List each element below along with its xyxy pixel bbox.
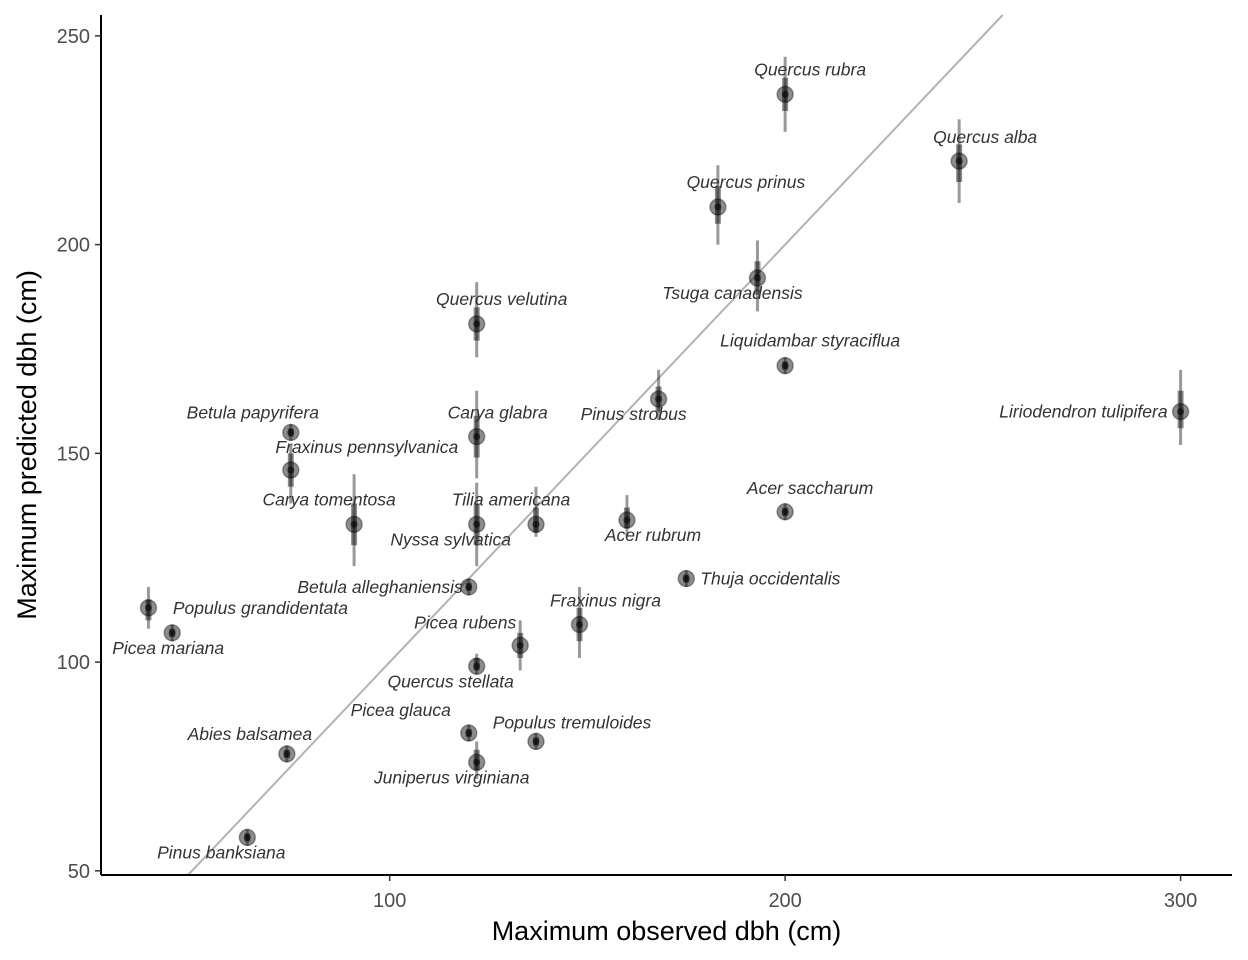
point-label: Nyssa sylvatica (390, 529, 511, 549)
data-point-core (781, 362, 789, 370)
point-label: Fraxinus nigra (550, 591, 661, 611)
data-point-core (144, 604, 152, 612)
y-ticks: 50 100 150 200 250 (57, 26, 101, 883)
point-label: Quercus stellata (387, 671, 514, 691)
data-point-core (473, 662, 481, 670)
point-label: Betula alleghaniensis (297, 577, 463, 597)
data-point-core (753, 274, 761, 282)
data-point-core (714, 203, 722, 211)
data-point-core (576, 621, 583, 629)
point-label: Liquidambar styraciflua (720, 331, 900, 351)
data-point-core (682, 575, 690, 583)
point-label: Acer rubrum (604, 525, 701, 545)
x-tick-label: 100 (373, 890, 406, 912)
data-point-core (350, 520, 358, 528)
point-label: Thuja occidentalis (700, 569, 840, 589)
data-point-core (473, 320, 481, 328)
data-point-core (473, 758, 481, 766)
data-point-core (532, 520, 540, 528)
point-label: Pinus strobus (581, 404, 687, 424)
point-label: Acer saccharum (746, 478, 873, 498)
data-point-core (955, 157, 963, 165)
point-label: Pinus banksiana (157, 842, 286, 862)
data-point-core (465, 729, 473, 737)
point-label: Abies balsamea (187, 724, 313, 744)
x-tick-label: 200 (768, 890, 801, 912)
data-point-core (781, 90, 789, 98)
data-point-core (473, 433, 481, 441)
axes-layer (100, 15, 1232, 876)
point-label: Picea rubens (414, 612, 516, 632)
point-labels-layer: Quercus rubra Quercus alba Quercus prinus T… (112, 59, 1168, 862)
point-label: Quercus rubra (754, 59, 866, 79)
reference-line-layer (187, 14, 1004, 876)
point-label: Tilia americana (452, 489, 571, 509)
data-point-core (243, 833, 251, 841)
point-label: Carya tomentosa (262, 489, 396, 509)
point-label: Fraxinus pennsylvanica (275, 437, 458, 457)
y-axis-title: Maximum predicted dbh (cm) (12, 270, 42, 620)
point-label: Populus grandidentata (173, 598, 348, 618)
point-label: Betula papyrifera (187, 402, 320, 422)
x-axis-title: Maximum observed dbh (cm) (492, 916, 842, 946)
y-tick-label: 50 (68, 861, 90, 883)
points-layer (139, 85, 1190, 847)
y-tick-label: 200 (57, 235, 90, 257)
point-label: Picea glauca (351, 700, 451, 720)
x-ticks: 100 200 300 (373, 875, 1197, 912)
y-tick-label: 150 (57, 443, 90, 465)
data-point-core (287, 466, 295, 474)
point-label: Populus tremuloides (493, 712, 652, 732)
data-point-core (473, 520, 481, 528)
data-point-core (283, 750, 291, 758)
data-point-core (532, 737, 540, 745)
data-point-core (168, 629, 176, 637)
data-point-core (655, 395, 663, 403)
data-point-core (516, 641, 524, 649)
y-tick-label: 250 (57, 26, 90, 48)
data-point-core (781, 508, 789, 516)
one-to-one-line (187, 14, 1004, 876)
point-label: Carya glabra (448, 403, 548, 423)
point-label: Quercus alba (933, 127, 1037, 147)
data-point-core (623, 516, 631, 524)
x-tick-label: 300 (1164, 890, 1197, 912)
point-label: Juniperus virginiana (373, 767, 530, 787)
point-label: Tsuga canadensis (662, 283, 803, 303)
point-label: Quercus velutina (436, 289, 568, 309)
point-label: Liriodendron tulipifera (999, 402, 1168, 422)
point-label: Picea mariana (112, 638, 224, 658)
data-point-core (1177, 408, 1185, 416)
y-tick-label: 100 (57, 652, 90, 674)
data-point-core (287, 428, 295, 436)
data-point-core (465, 583, 473, 591)
point-label: Quercus prinus (687, 172, 806, 192)
